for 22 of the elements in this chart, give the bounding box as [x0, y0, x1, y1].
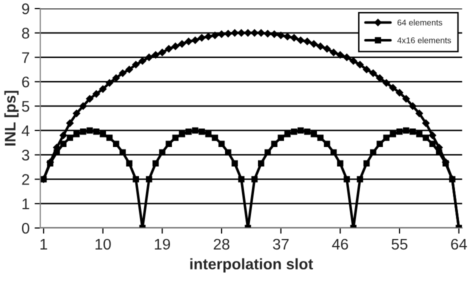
- y-axis-title: INL [ps]: [4, 90, 19, 146]
- x-tick-label: 10: [96, 238, 111, 250]
- y-tick-label: 3: [22, 150, 30, 161]
- x-tick-label: 55: [392, 238, 408, 250]
- x-axis-title: interpolation slot: [190, 258, 313, 272]
- y-tick-label: 9: [22, 3, 30, 14]
- y-tick-label: 0: [22, 222, 30, 234]
- y-tick-label: 1: [22, 198, 30, 210]
- x-tick-label: 19: [154, 238, 170, 250]
- y-tick-label: 6: [22, 76, 30, 88]
- legend-label: 64 elements: [398, 19, 442, 26]
- y-tick-label: 4: [22, 125, 30, 136]
- legend-label: 4x16 elements: [397, 37, 452, 44]
- y-tick-label: 2: [22, 174, 30, 185]
- y-tick-label: 5: [22, 101, 30, 112]
- y-tick-label: 7: [22, 52, 30, 63]
- x-tick-label: 1: [40, 238, 48, 250]
- x-tick-label: 46: [332, 238, 348, 250]
- y-tick-label: 8: [22, 28, 30, 39]
- x-tick-label: 64: [451, 238, 467, 250]
- x-tick-label: 37: [272, 238, 289, 250]
- x-tick-label: 28: [214, 238, 230, 250]
